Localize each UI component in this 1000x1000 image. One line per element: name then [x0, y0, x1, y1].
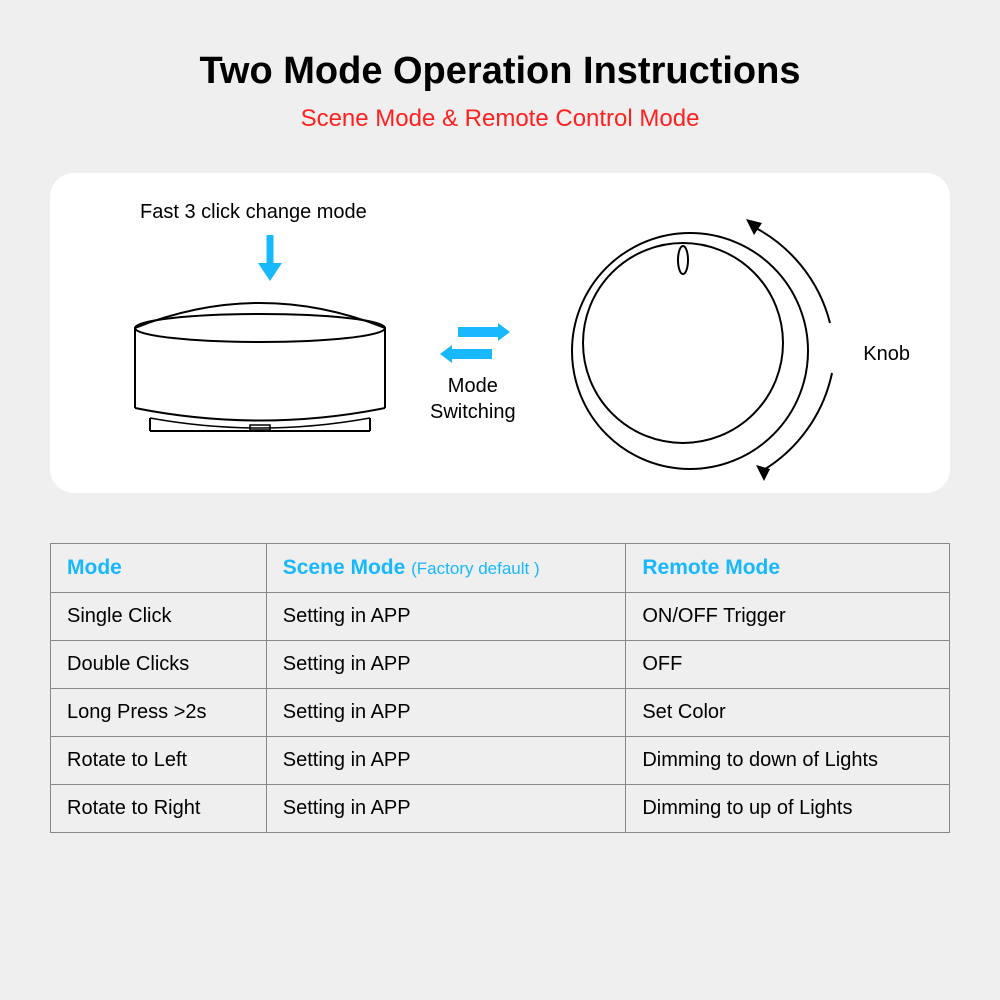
table-cell: Setting in APP	[266, 785, 626, 833]
table-cell: Setting in APP	[266, 641, 626, 689]
table-cell: Dimming to down of Lights	[626, 737, 950, 785]
table-cell: Rotate to Right	[51, 785, 267, 833]
knob-top-view-icon	[550, 213, 860, 483]
table-row: Long Press >2s Setting in APP Set Color	[51, 689, 950, 737]
table-cell: Double Clicks	[51, 641, 267, 689]
device-side-view-icon	[110, 283, 410, 453]
table-header-row: Mode Scene Mode (Factory default ) Remot…	[51, 544, 950, 593]
page-title: Two Mode Operation Instructions	[50, 50, 950, 93]
table-cell: Setting in APP	[266, 593, 626, 641]
table-cell: Setting in APP	[266, 689, 626, 737]
table-header: Scene Mode (Factory default )	[266, 544, 626, 593]
table-cell: ON/OFF Trigger	[626, 593, 950, 641]
table-cell: Long Press >2s	[51, 689, 267, 737]
mode-table: Mode Scene Mode (Factory default ) Remot…	[50, 543, 950, 833]
table-header: Remote Mode	[626, 544, 950, 593]
table-cell: Dimming to up of Lights	[626, 785, 950, 833]
page-subtitle: Scene Mode & Remote Control Mode	[50, 105, 950, 133]
fast-click-label: Fast 3 click change mode	[140, 201, 367, 224]
table-row: Rotate to Right Setting in APP Dimming t…	[51, 785, 950, 833]
down-arrow-icon	[255, 235, 285, 283]
swap-arrows-icon	[440, 323, 510, 367]
table-cell: Set Color	[626, 689, 950, 737]
table-row: Double Clicks Setting in APP OFF	[51, 641, 950, 689]
knob-label: Knob	[863, 343, 910, 366]
mode-switch-label: Mode Switching	[430, 373, 516, 425]
table-cell: Rotate to Left	[51, 737, 267, 785]
table-cell: OFF	[626, 641, 950, 689]
table-cell: Single Click	[51, 593, 267, 641]
diagram-card: Fast 3 click change mode Mode Switching	[50, 173, 950, 493]
table-header: Mode	[51, 544, 267, 593]
table-row: Single Click Setting in APP ON/OFF Trigg…	[51, 593, 950, 641]
table-row: Rotate to Left Setting in APP Dimming to…	[51, 737, 950, 785]
table-cell: Setting in APP	[266, 737, 626, 785]
